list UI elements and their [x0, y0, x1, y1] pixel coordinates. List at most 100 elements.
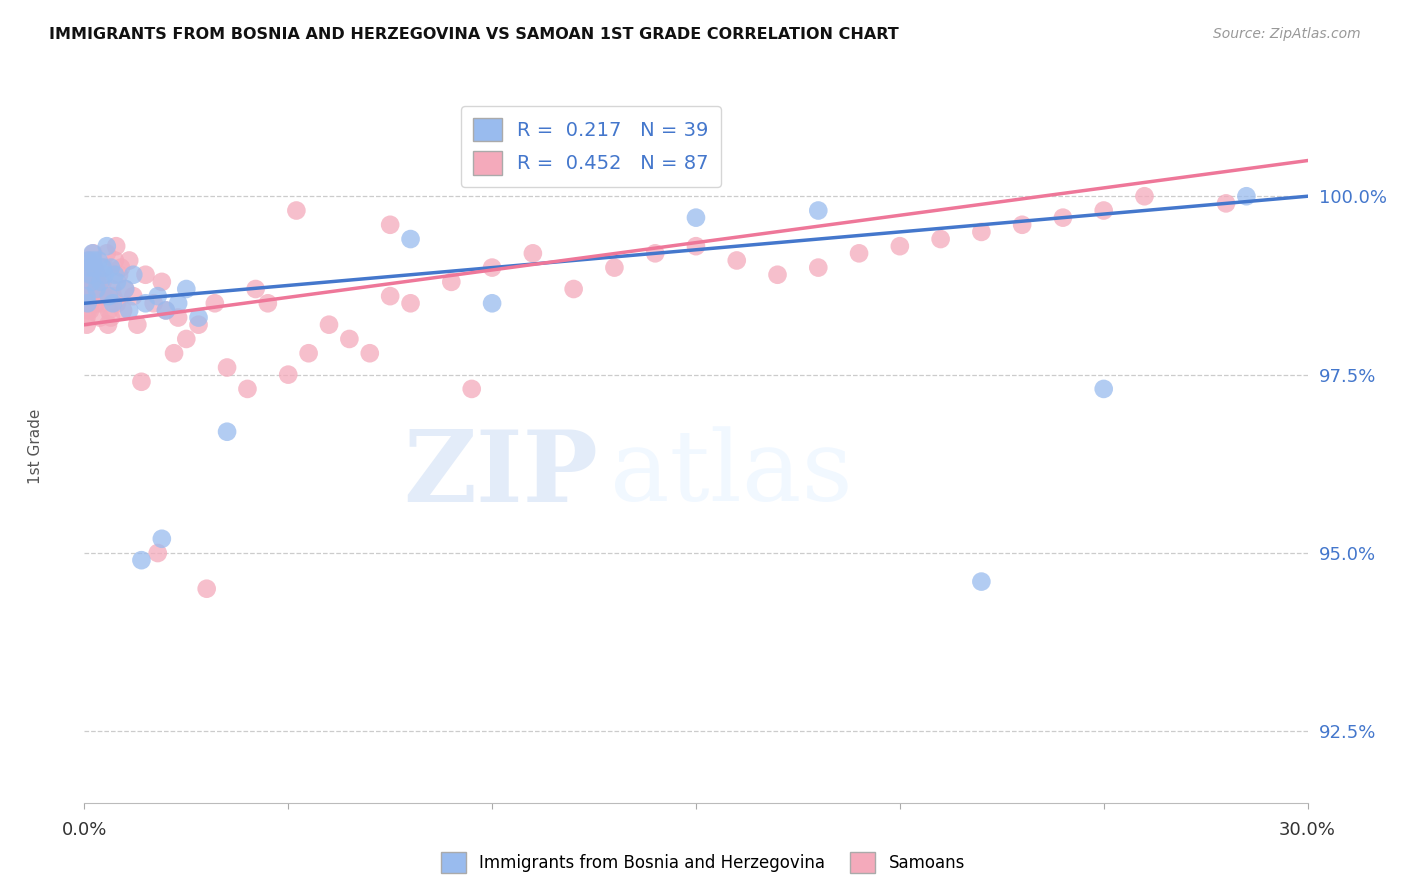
Point — [150, 532, 173, 546]
Point — [685, 239, 707, 253]
Point — [122, 268, 145, 282]
Point — [135, 296, 157, 310]
Point — [101, 289, 124, 303]
Point — [285, 203, 308, 218]
Point — [83, 260, 105, 275]
Point — [87, 282, 110, 296]
Point — [725, 253, 748, 268]
Point — [766, 268, 789, 282]
Point — [146, 289, 169, 303]
Point — [86, 282, 108, 296]
Point — [195, 582, 218, 596]
Point — [104, 268, 127, 282]
Point — [236, 382, 259, 396]
Point — [87, 253, 110, 268]
Point — [91, 275, 114, 289]
Point — [100, 260, 122, 275]
Point — [97, 303, 120, 318]
Point — [1215, 196, 1237, 211]
Point — [86, 268, 108, 282]
Point — [100, 310, 122, 325]
Point — [1236, 189, 1258, 203]
Point — [187, 310, 209, 325]
Point — [339, 332, 361, 346]
Point — [167, 310, 190, 325]
Point — [807, 203, 830, 218]
Legend: Immigrants from Bosnia and Herzegovina, Samoans: Immigrants from Bosnia and Herzegovina, … — [434, 846, 972, 880]
Point — [380, 289, 402, 303]
Point — [644, 246, 666, 260]
Point — [108, 268, 131, 282]
Point — [118, 303, 141, 318]
Point — [82, 246, 104, 260]
Point — [174, 332, 197, 346]
Point — [114, 282, 136, 296]
Point — [105, 275, 128, 289]
Point — [82, 253, 104, 268]
Point — [112, 303, 135, 318]
Point — [807, 260, 830, 275]
Point — [603, 260, 626, 275]
Point — [163, 346, 186, 360]
Point — [399, 232, 422, 246]
Point — [79, 303, 101, 318]
Point — [298, 346, 321, 360]
Point — [167, 296, 190, 310]
Point — [131, 375, 153, 389]
Point — [257, 296, 280, 310]
Point — [481, 260, 503, 275]
Point — [101, 282, 124, 296]
Point — [89, 310, 111, 325]
Point — [562, 282, 585, 296]
Point — [90, 296, 112, 310]
Point — [217, 425, 239, 439]
Point — [399, 296, 422, 310]
Point — [110, 260, 132, 275]
Point — [96, 239, 118, 253]
Point — [970, 574, 993, 589]
Point — [79, 260, 101, 275]
Point — [318, 318, 340, 332]
Point — [75, 310, 97, 325]
Point — [93, 289, 115, 303]
Point — [155, 303, 177, 318]
Point — [114, 282, 136, 296]
Point — [135, 268, 157, 282]
Point — [76, 296, 98, 310]
Point — [970, 225, 993, 239]
Point — [150, 275, 173, 289]
Point — [82, 268, 104, 282]
Point — [217, 360, 239, 375]
Point — [1133, 189, 1156, 203]
Point — [77, 303, 100, 318]
Point — [76, 318, 98, 332]
Point — [75, 289, 97, 303]
Point — [522, 246, 544, 260]
Point — [82, 246, 104, 260]
Text: ZIP: ZIP — [404, 426, 598, 523]
Point — [122, 289, 145, 303]
Point — [481, 296, 503, 310]
Text: Source: ZipAtlas.com: Source: ZipAtlas.com — [1213, 27, 1361, 41]
Point — [187, 318, 209, 332]
Point — [848, 246, 870, 260]
Point — [889, 239, 911, 253]
Point — [277, 368, 299, 382]
Point — [84, 296, 107, 310]
Point — [90, 275, 112, 289]
Point — [380, 218, 402, 232]
Text: atlas: atlas — [610, 426, 853, 523]
Point — [83, 275, 105, 289]
Text: 30.0%: 30.0% — [1279, 821, 1336, 838]
Point — [77, 253, 100, 268]
Point — [1092, 203, 1115, 218]
Point — [1092, 382, 1115, 396]
Point — [97, 289, 120, 303]
Point — [91, 260, 114, 275]
Point — [77, 253, 100, 268]
Point — [929, 232, 952, 246]
Legend: R =  0.217   N = 39, R =  0.452   N = 87: R = 0.217 N = 39, R = 0.452 N = 87 — [461, 106, 721, 186]
Point — [440, 275, 463, 289]
Text: IMMIGRANTS FROM BOSNIA AND HERZEGOVINA VS SAMOAN 1ST GRADE CORRELATION CHART: IMMIGRANTS FROM BOSNIA AND HERZEGOVINA V… — [49, 27, 898, 42]
Point — [155, 303, 177, 318]
